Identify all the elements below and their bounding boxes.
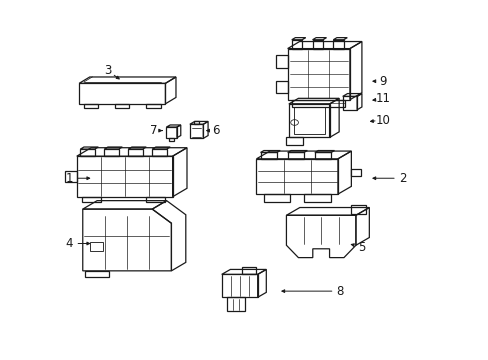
Text: 2: 2 [398,172,406,185]
Text: 9: 9 [379,75,386,88]
Text: 10: 10 [375,113,390,126]
Text: 6: 6 [212,124,219,137]
Text: 4: 4 [66,237,73,250]
Text: 11: 11 [375,93,390,105]
Text: 1: 1 [66,172,73,185]
Text: 7: 7 [149,124,157,137]
Text: 5: 5 [358,240,365,253]
Text: 3: 3 [104,64,111,77]
Text: 8: 8 [336,285,344,298]
